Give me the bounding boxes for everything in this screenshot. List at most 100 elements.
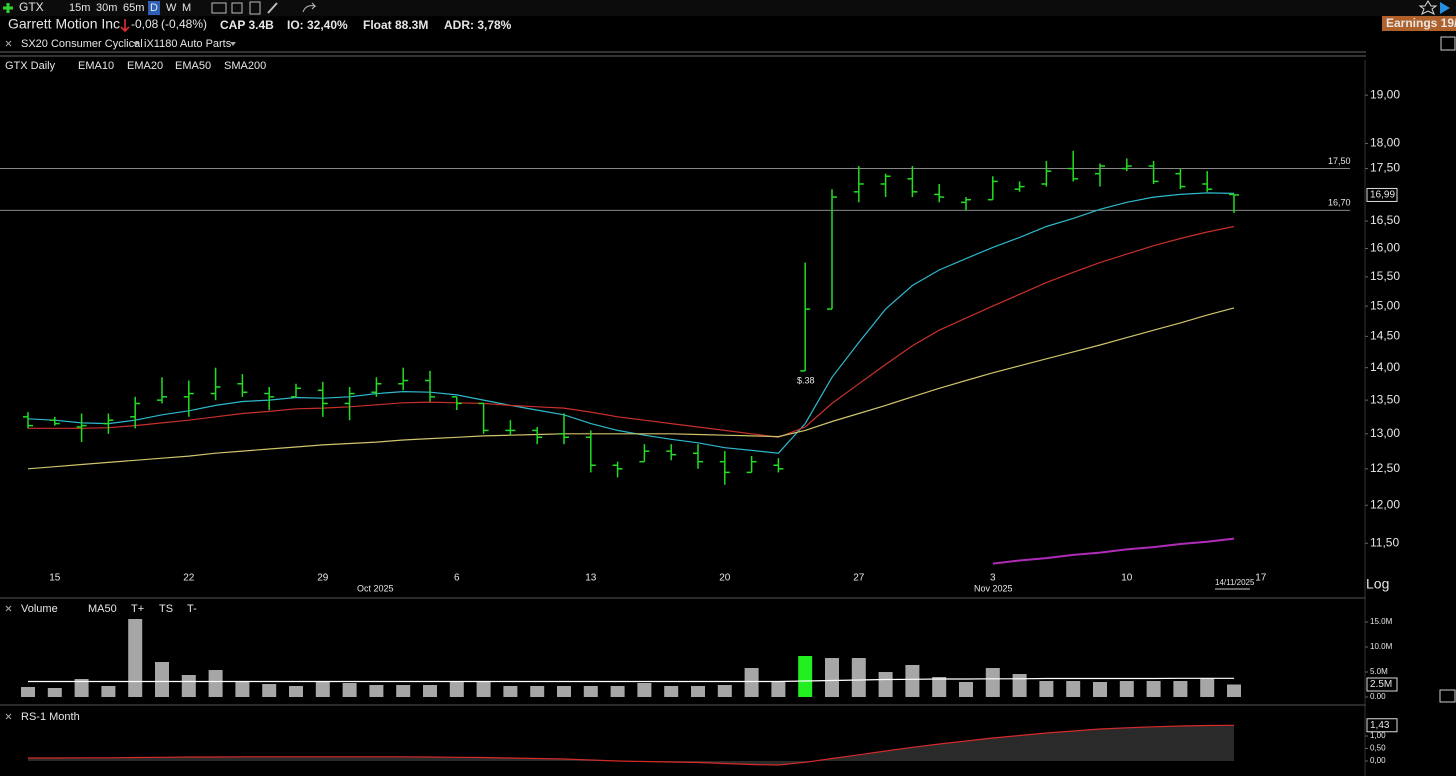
volume-bar [423, 685, 437, 697]
industry-group[interactable]: iX1180 Auto Parts [144, 38, 232, 50]
sector-group[interactable]: SX20 Consumer Cyclical [21, 38, 143, 50]
volume-bar [985, 668, 1000, 697]
legend-entry: MA50 [88, 603, 117, 615]
volume-bar [1093, 682, 1107, 697]
volume-bar [825, 658, 839, 697]
volume-bar [1146, 681, 1161, 697]
volume-bar [47, 688, 62, 697]
volume-bar [235, 682, 250, 697]
y-tick-label: 14,50 [1370, 329, 1400, 343]
moving-average [28, 225, 1235, 438]
share-icon[interactable] [302, 2, 317, 13]
last-value-box [1366, 187, 1398, 202]
y-tick-label: 1,00 [1370, 731, 1386, 740]
add-icon[interactable] [3, 3, 13, 13]
volume-bar [369, 685, 384, 697]
volume-bar [315, 681, 330, 697]
tool-icon[interactable] [249, 1, 261, 15]
panel-icon[interactable] [1440, 36, 1456, 51]
float: Float 88.3M [363, 18, 428, 32]
tool-icon[interactable] [231, 2, 243, 14]
volume-bar [101, 686, 116, 697]
volume-bar [1227, 684, 1241, 697]
month-label: Nov 2025 [974, 583, 1013, 593]
panel-icon[interactable] [1439, 689, 1456, 703]
legend-entry: EMA50 [175, 60, 211, 72]
symbol[interactable]: GTX [19, 0, 44, 14]
interval[interactable]: 30m [96, 2, 117, 14]
x-tick-label: 15 [49, 573, 61, 584]
x-tick-label: 17 [1255, 573, 1267, 584]
tool-icon[interactable] [211, 2, 227, 14]
play-icon[interactable] [1440, 2, 1450, 14]
company-name: Garrett Motion Inc [8, 16, 120, 32]
market-cap: CAP 3.4B [220, 18, 274, 32]
moving-average [992, 537, 1235, 565]
close-icon[interactable] [5, 713, 12, 720]
legend-entry: EMA20 [127, 60, 163, 72]
price-annotation: $.38 [797, 375, 815, 385]
volume-bar [717, 685, 732, 697]
price-change: -0,08 [131, 17, 159, 31]
interval[interactable]: W [166, 2, 177, 14]
earnings-date[interactable]: Earnings 19/0 [1386, 16, 1456, 30]
interval[interactable]: M [182, 2, 191, 14]
last-value-label: 16,99 [1370, 190, 1395, 201]
moving-average [27, 307, 1235, 470]
volume-bar [878, 672, 893, 697]
interval[interactable]: 65m [123, 2, 144, 14]
legend-entry: Volume [21, 603, 58, 615]
y-tick-label: 11,50 [1370, 535, 1399, 549]
institutional-ownership: IO: 32,40% [287, 18, 348, 32]
volume-bar [557, 686, 571, 697]
month-label: Oct 2025 [357, 583, 394, 593]
volume-bar [1039, 681, 1054, 697]
volume-bar [396, 685, 411, 697]
volume-bar [583, 686, 598, 697]
earnings-badge[interactable] [1382, 16, 1456, 31]
x-tick-label: 13 [585, 573, 597, 584]
last-value-label: 2.5M [1370, 679, 1392, 690]
y-tick-label: 15,50 [1370, 269, 1400, 283]
volume-bar [503, 686, 518, 697]
interval[interactable]: D [150, 2, 158, 14]
x-tick-label: 6 [454, 573, 460, 584]
volume-bar [208, 670, 223, 697]
dropdown-icon[interactable] [230, 42, 236, 46]
close-icon[interactable] [5, 40, 12, 47]
x-tick-label: 27 [853, 573, 865, 584]
y-tick-label: 16,00 [1370, 241, 1400, 255]
active-interval-bg [148, 1, 160, 15]
rs-area [28, 725, 1234, 765]
dropdown-icon[interactable] [133, 42, 139, 46]
price-level-label: 16,70 [1328, 198, 1351, 208]
y-tick-label: 0,00 [1370, 756, 1386, 765]
scale-toggle[interactable]: Log [1366, 576, 1389, 592]
volume-bar [798, 656, 813, 697]
legend-entry: T+ [131, 603, 144, 615]
y-tick-label: 19,00 [1370, 87, 1400, 101]
last-value-box [1366, 718, 1398, 733]
volume-bar [771, 682, 786, 697]
x-tick-label: 29 [317, 573, 329, 584]
y-tick-label: 18,00 [1370, 136, 1400, 150]
volume-bar [744, 668, 759, 697]
volume-bar [637, 683, 652, 697]
legend-entry: TS [159, 603, 173, 615]
y-tick-label: 16,50 [1370, 213, 1400, 227]
volume-bar [476, 682, 491, 697]
draw-icon[interactable] [267, 2, 278, 14]
legend-entry: T- [187, 603, 197, 615]
legend-entry: SMA200 [224, 60, 266, 72]
volume-bar [155, 662, 169, 697]
down-arrow [120, 19, 130, 33]
close-icon[interactable] [5, 605, 12, 612]
volume-bar [932, 677, 947, 697]
volume-bar [1012, 674, 1027, 697]
favorite-icon[interactable] [1418, 0, 1438, 16]
y-tick-label: 15,00 [1370, 298, 1400, 312]
y-tick-label: 13,50 [1370, 392, 1400, 406]
interval[interactable]: 15m [69, 2, 90, 14]
